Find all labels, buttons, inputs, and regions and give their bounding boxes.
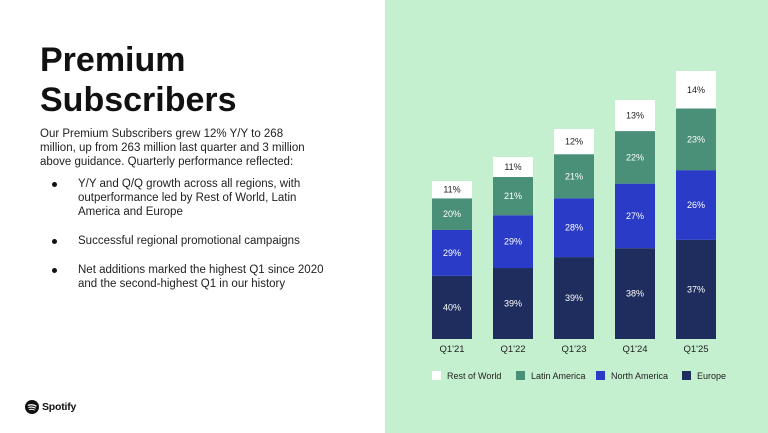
data-label: 11% (443, 185, 460, 195)
legend-label: Europe (697, 371, 726, 381)
data-label: 20% (443, 209, 461, 219)
text-panel: Premium Subscribers Our Premium Subscrib… (25, 40, 360, 414)
title-line-1: Premium (40, 41, 186, 79)
bar-segment-europe (432, 275, 472, 339)
data-label: 39% (504, 299, 522, 309)
data-label: 29% (443, 248, 461, 258)
data-label: 23% (687, 134, 705, 144)
bullet-text: Net additions marked the highest Q1 sinc… (78, 264, 324, 290)
bar-segment-europe (554, 257, 594, 339)
bar-segment-north-america (493, 215, 533, 269)
data-label: 12% (565, 137, 583, 147)
bar-segment-europe (493, 268, 533, 339)
bar-segment-latin-america (615, 131, 655, 184)
bar-segment-rest-of-world (432, 181, 472, 199)
bar-segment-rest-of-world (493, 157, 533, 178)
bar-segment-rest-of-world (615, 100, 655, 132)
intro-paragraph: Our Premium Subscribers grew 12% Y/Y to … (40, 128, 305, 168)
bullet-list: Y/Y and Q/Q growth across all regions, w… (40, 177, 330, 306)
x-tick-label: Q1'24 (622, 344, 647, 355)
data-label: 27% (626, 211, 644, 221)
page-title: Premium Subscribers (40, 40, 360, 120)
data-label: 22% (626, 152, 644, 162)
data-label: 26% (687, 200, 705, 210)
legend-label: North America (611, 371, 668, 381)
legend-swatch (432, 371, 441, 380)
data-label: 39% (565, 293, 583, 303)
brand-wordmark: Spotify (42, 401, 77, 413)
x-tick-label: Q1'22 (500, 344, 525, 355)
x-tick-label: Q1'25 (683, 344, 708, 355)
legend-swatch (682, 371, 691, 380)
data-label: 40% (443, 302, 461, 312)
bullet-item: Net additions marked the highest Q1 sinc… (40, 263, 330, 291)
stacked-bar-chart: 40% 29% 20% 11% Q1'21 39% 29% 21% 11% Q1'22 39% 28%… (432, 71, 726, 381)
data-label: 29% (504, 237, 522, 247)
legend-label: Rest of World (447, 371, 501, 381)
bar-segment-rest-of-world (554, 129, 594, 155)
bullet-item: Successful regional promotional campaign… (40, 234, 330, 248)
legend-swatch (596, 371, 605, 380)
bullet-text: Successful regional promotional campaign… (78, 235, 300, 247)
brand-logo: Spotify (25, 400, 76, 414)
bar-segment-north-america (432, 229, 472, 276)
bullet-dot-icon (52, 182, 57, 187)
legend-label: Latin America (531, 371, 586, 381)
x-tick-label: Q1'21 (439, 344, 464, 355)
bullet-dot-icon (52, 268, 57, 273)
bar-segment-north-america (554, 198, 594, 258)
bar-segment-latin-america (554, 154, 594, 199)
legend-swatch (516, 371, 525, 380)
data-label: 13% (626, 111, 644, 121)
bar-segment-europe (676, 239, 716, 339)
bar-segment-north-america (615, 183, 655, 249)
bullet-dot-icon (52, 239, 57, 244)
bar-segment-north-america (676, 170, 716, 240)
data-label: 38% (626, 289, 644, 299)
spotify-icon (25, 400, 39, 414)
data-label: 14% (687, 85, 705, 95)
data-label: 37% (687, 284, 705, 294)
data-label: 28% (565, 223, 583, 233)
bullet-text: Y/Y and Q/Q growth across all regions, w… (78, 178, 301, 218)
bar-segment-rest-of-world (676, 71, 716, 109)
bar-segment-latin-america (432, 198, 472, 230)
data-label: 21% (504, 191, 522, 201)
bar-segment-latin-america (676, 108, 716, 171)
x-tick-label: Q1'23 (561, 344, 586, 355)
data-label: 11% (504, 162, 521, 172)
data-label: 21% (565, 171, 583, 181)
title-line-2: Subscribers (40, 81, 237, 119)
bar-segment-europe (615, 248, 655, 339)
bar-segment-latin-america (493, 177, 533, 216)
bullet-item: Y/Y and Q/Q growth across all regions, w… (40, 177, 330, 219)
